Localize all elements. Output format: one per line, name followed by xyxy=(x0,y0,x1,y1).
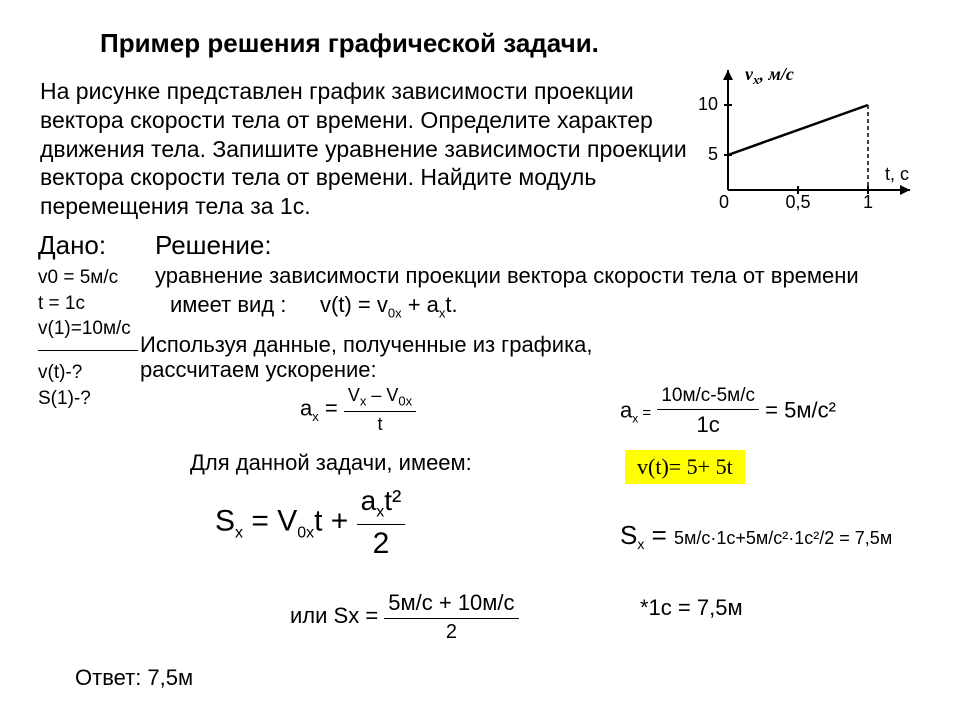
find-block: v(t)-? S(1)-? xyxy=(38,360,91,411)
svg-text:10: 10 xyxy=(698,94,718,114)
fraction-num: axt² xyxy=(357,485,406,525)
equation-ax-numeric: ax = 10м/с-5м/с 1с = 5м/с² xyxy=(620,385,836,438)
eq-part: или Sx = xyxy=(290,603,384,628)
eq-part: a xyxy=(620,397,632,422)
find-l2: S(1)-? xyxy=(38,386,91,412)
given-block: v0 = 5м/с t = 1с v(1)=10м/с xyxy=(38,265,131,342)
eq-part: = xyxy=(319,396,344,421)
eq-sub: 0x xyxy=(388,305,402,320)
fraction: Vx – V0x t xyxy=(344,385,416,435)
eq-part: t + xyxy=(314,505,357,538)
svg-text:vx, м/с: vx, м/с xyxy=(745,64,794,87)
eq-part: S xyxy=(620,520,637,550)
eq-sub: x xyxy=(235,525,243,542)
svg-text:1: 1 xyxy=(863,192,873,212)
fraction-num: Vx – V0x xyxy=(344,385,416,412)
svg-text:5: 5 xyxy=(708,144,718,164)
find-l1: v(t)-? xyxy=(38,360,91,386)
eq-part: = xyxy=(638,404,651,421)
solution-text-4: Для данной задачи, имеем: xyxy=(190,450,472,476)
eq-part: = V xyxy=(243,505,297,538)
solution-text-2: имеет вид : xyxy=(170,292,286,318)
eq-part: v(t) = v xyxy=(320,292,388,317)
solution-text-3: Используя данные, полученные из графика,… xyxy=(140,332,620,383)
svg-text:t, c: t, c xyxy=(885,164,909,184)
eq-sub: 0x xyxy=(297,525,314,542)
fraction-num: 10м/с-5м/с xyxy=(657,385,759,410)
svg-text:0: 0 xyxy=(719,192,729,212)
equation-sx-symbolic: Sx = V0xt + axt² 2 xyxy=(215,485,405,561)
given-l2: t = 1с xyxy=(38,291,131,317)
given-label: Дано: xyxy=(38,230,106,261)
eq-part: = xyxy=(644,520,674,550)
equation-ax-symbolic: ax = Vx – V0x t xyxy=(300,385,416,435)
fraction-den: 1с xyxy=(657,410,759,438)
given-divider xyxy=(38,350,138,351)
equation-sx-alt-rhs: *1с = 7,5м xyxy=(640,595,743,621)
eq-part: + a xyxy=(402,292,439,317)
fraction-den: 2 xyxy=(357,525,406,561)
problem-statement: На рисунке представлен график зависимост… xyxy=(40,77,700,221)
equation-sx-alt: или Sx = 5м/с + 10м/с 2 xyxy=(290,590,519,644)
fraction: axt² 2 xyxy=(357,485,406,561)
solution-text-1: уравнение зависимости проекции вектора с… xyxy=(155,263,935,289)
eq-result: 5м/с·1с+5м/с²·1с²/2 = 7,5м xyxy=(674,528,892,548)
svg-text:0,5: 0,5 xyxy=(785,192,810,212)
fraction-den: 2 xyxy=(384,619,518,644)
eq-part: S xyxy=(215,505,235,538)
given-l1: v0 = 5м/с xyxy=(38,265,131,291)
fraction: 10м/с-5м/с 1с xyxy=(657,385,759,438)
fraction: 5м/с + 10м/с 2 xyxy=(384,590,518,644)
fraction-num: 5м/с + 10м/с xyxy=(384,590,518,619)
eq-result: = 5м/с² xyxy=(765,397,836,422)
equation-sx-numeric: Sx = 5м/с·1с+5м/с²·1с²/2 = 7,5м xyxy=(620,520,892,552)
highlight-equation: v(t)= 5+ 5t xyxy=(625,450,745,484)
solution-label: Решение: xyxy=(155,230,272,261)
page-title: Пример решения графической задачи. xyxy=(100,28,920,59)
eq-part: t. xyxy=(445,292,457,317)
fraction-den: t xyxy=(344,412,416,435)
eq-part: a xyxy=(300,396,312,421)
answer: Ответ: 7,5м xyxy=(75,665,193,691)
velocity-time-chart: 5 10 0 0,5 1 vx, м/с t, c xyxy=(690,60,920,215)
equation-vt: v(t) = v0x + axt. xyxy=(320,292,458,320)
given-l3: v(1)=10м/с xyxy=(38,316,131,342)
